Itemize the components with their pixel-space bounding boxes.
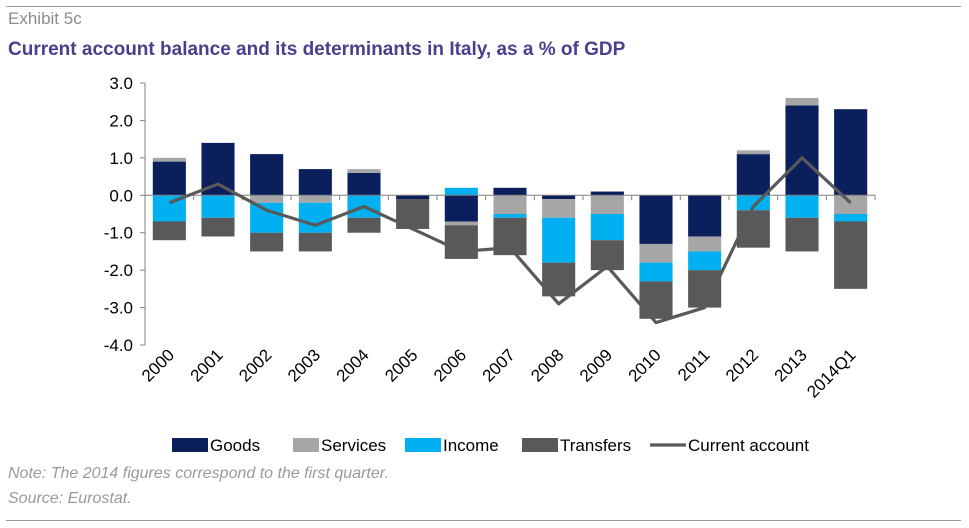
bar-services-2006: [444, 221, 478, 226]
top-rule: [6, 6, 961, 7]
y-tick-label: 2.0: [109, 111, 133, 130]
legend-label-income: Income: [443, 436, 499, 455]
bar-transfers-2006: [444, 225, 478, 259]
bottom-rule: [6, 520, 961, 521]
bar-income-2001: [201, 195, 235, 218]
x-tick-label: 2012: [722, 345, 762, 385]
bar-goods-2010: [639, 195, 673, 244]
bar-transfers-2013: [785, 217, 819, 252]
bar-income-2013: [785, 195, 819, 218]
x-tick-label: 2008: [527, 345, 567, 385]
bar-services-2003: [298, 195, 332, 203]
exhibit-label: Exhibit 5c: [8, 9, 82, 28]
x-tick-label: 2010: [625, 345, 665, 385]
x-tick-label: 2006: [430, 345, 470, 385]
y-tick-label: 1.0: [109, 149, 133, 168]
x-tick-label: 2001: [187, 345, 227, 385]
bar-transfers-2003: [298, 232, 332, 252]
bar-transfers-2011: [688, 270, 722, 308]
bar-services-2014q1: [834, 195, 868, 214]
legend-label-current-account: Current account: [688, 436, 809, 455]
bar-income-2010: [639, 262, 673, 282]
bar-goods-2001: [201, 142, 235, 196]
legend-swatch-income: [405, 438, 441, 452]
bar-transfers-2002: [250, 232, 284, 252]
bar-goods-2013: [785, 105, 819, 196]
bar-services-2007: [493, 195, 527, 214]
bar-goods-2011: [688, 195, 722, 237]
bar-services-2010: [639, 243, 673, 263]
chart-title: Current account balance and its determin…: [8, 39, 626, 60]
bar-income-2007: [493, 214, 527, 218]
y-tick-label: 3.0: [109, 74, 133, 93]
bar-goods-2006: [444, 195, 478, 222]
bar-services-2013: [785, 97, 819, 106]
x-tick-label: 2003: [284, 345, 324, 385]
bar-transfers-2001: [201, 217, 235, 237]
bar-goods-2004: [347, 172, 381, 196]
legend-swatch-services: [293, 438, 319, 452]
x-tick-label: 2011: [674, 345, 713, 384]
legend-label-transfers: Transfers: [560, 436, 631, 455]
bar-goods-2014q1: [834, 109, 868, 196]
note-text: Note: The 2014 figures correspond to the…: [8, 465, 389, 482]
bar-services-2008: [542, 199, 576, 218]
bar-goods-2008: [542, 195, 576, 200]
y-tick-label: -1.0: [104, 224, 133, 243]
bar-income-2009: [590, 214, 624, 241]
bar-goods-2005: [396, 195, 430, 200]
x-tick-label: 2002: [235, 345, 275, 385]
bar-income-2011: [688, 251, 722, 271]
bar-goods-2012: [736, 154, 770, 196]
bar-income-2003: [298, 202, 332, 233]
bar-income-2002: [250, 202, 284, 233]
x-tick-label: 2007: [479, 345, 519, 385]
bar-income-2006: [444, 187, 478, 196]
legend-swatch-goods: [172, 438, 208, 452]
y-tick-label: -2.0: [104, 261, 133, 280]
legend-swatch-transfers: [522, 438, 558, 452]
bar-transfers-2000: [152, 221, 186, 241]
x-tick-label: 2013: [771, 345, 811, 385]
x-tick-label: 2004: [333, 345, 373, 385]
bar-transfers-2010: [639, 281, 673, 319]
y-tick-label: 0.0: [109, 186, 133, 205]
bar-services-2000: [152, 157, 186, 162]
x-tick-label: 2000: [138, 345, 178, 385]
x-tick-label: 2014Q1: [803, 345, 859, 401]
bar-goods-2007: [493, 187, 527, 196]
bar-services-2012: [736, 150, 770, 155]
y-tick-label: -4.0: [104, 336, 133, 355]
bar-goods-2002: [250, 154, 284, 196]
bar-goods-2003: [298, 169, 332, 196]
legend-label-services: Services: [321, 436, 386, 455]
bar-services-2011: [688, 236, 722, 252]
x-tick-label: 2009: [576, 345, 616, 385]
x-tick-label: 2005: [381, 345, 421, 385]
bar-income-2014q1: [834, 214, 868, 222]
bar-services-2009: [590, 195, 624, 214]
bar-services-2004: [347, 169, 381, 173]
bar-transfers-2014q1: [834, 221, 868, 289]
bar-transfers-2004: [347, 217, 381, 233]
bar-services-2002: [250, 195, 284, 203]
bar-goods-2000: [152, 161, 186, 196]
legend-label-goods: Goods: [210, 436, 260, 455]
y-tick-label: -3.0: [104, 299, 133, 318]
bar-income-2008: [542, 217, 576, 263]
source-text: Source: Eurostat.: [8, 490, 132, 507]
bar-goods-2009: [590, 191, 624, 196]
